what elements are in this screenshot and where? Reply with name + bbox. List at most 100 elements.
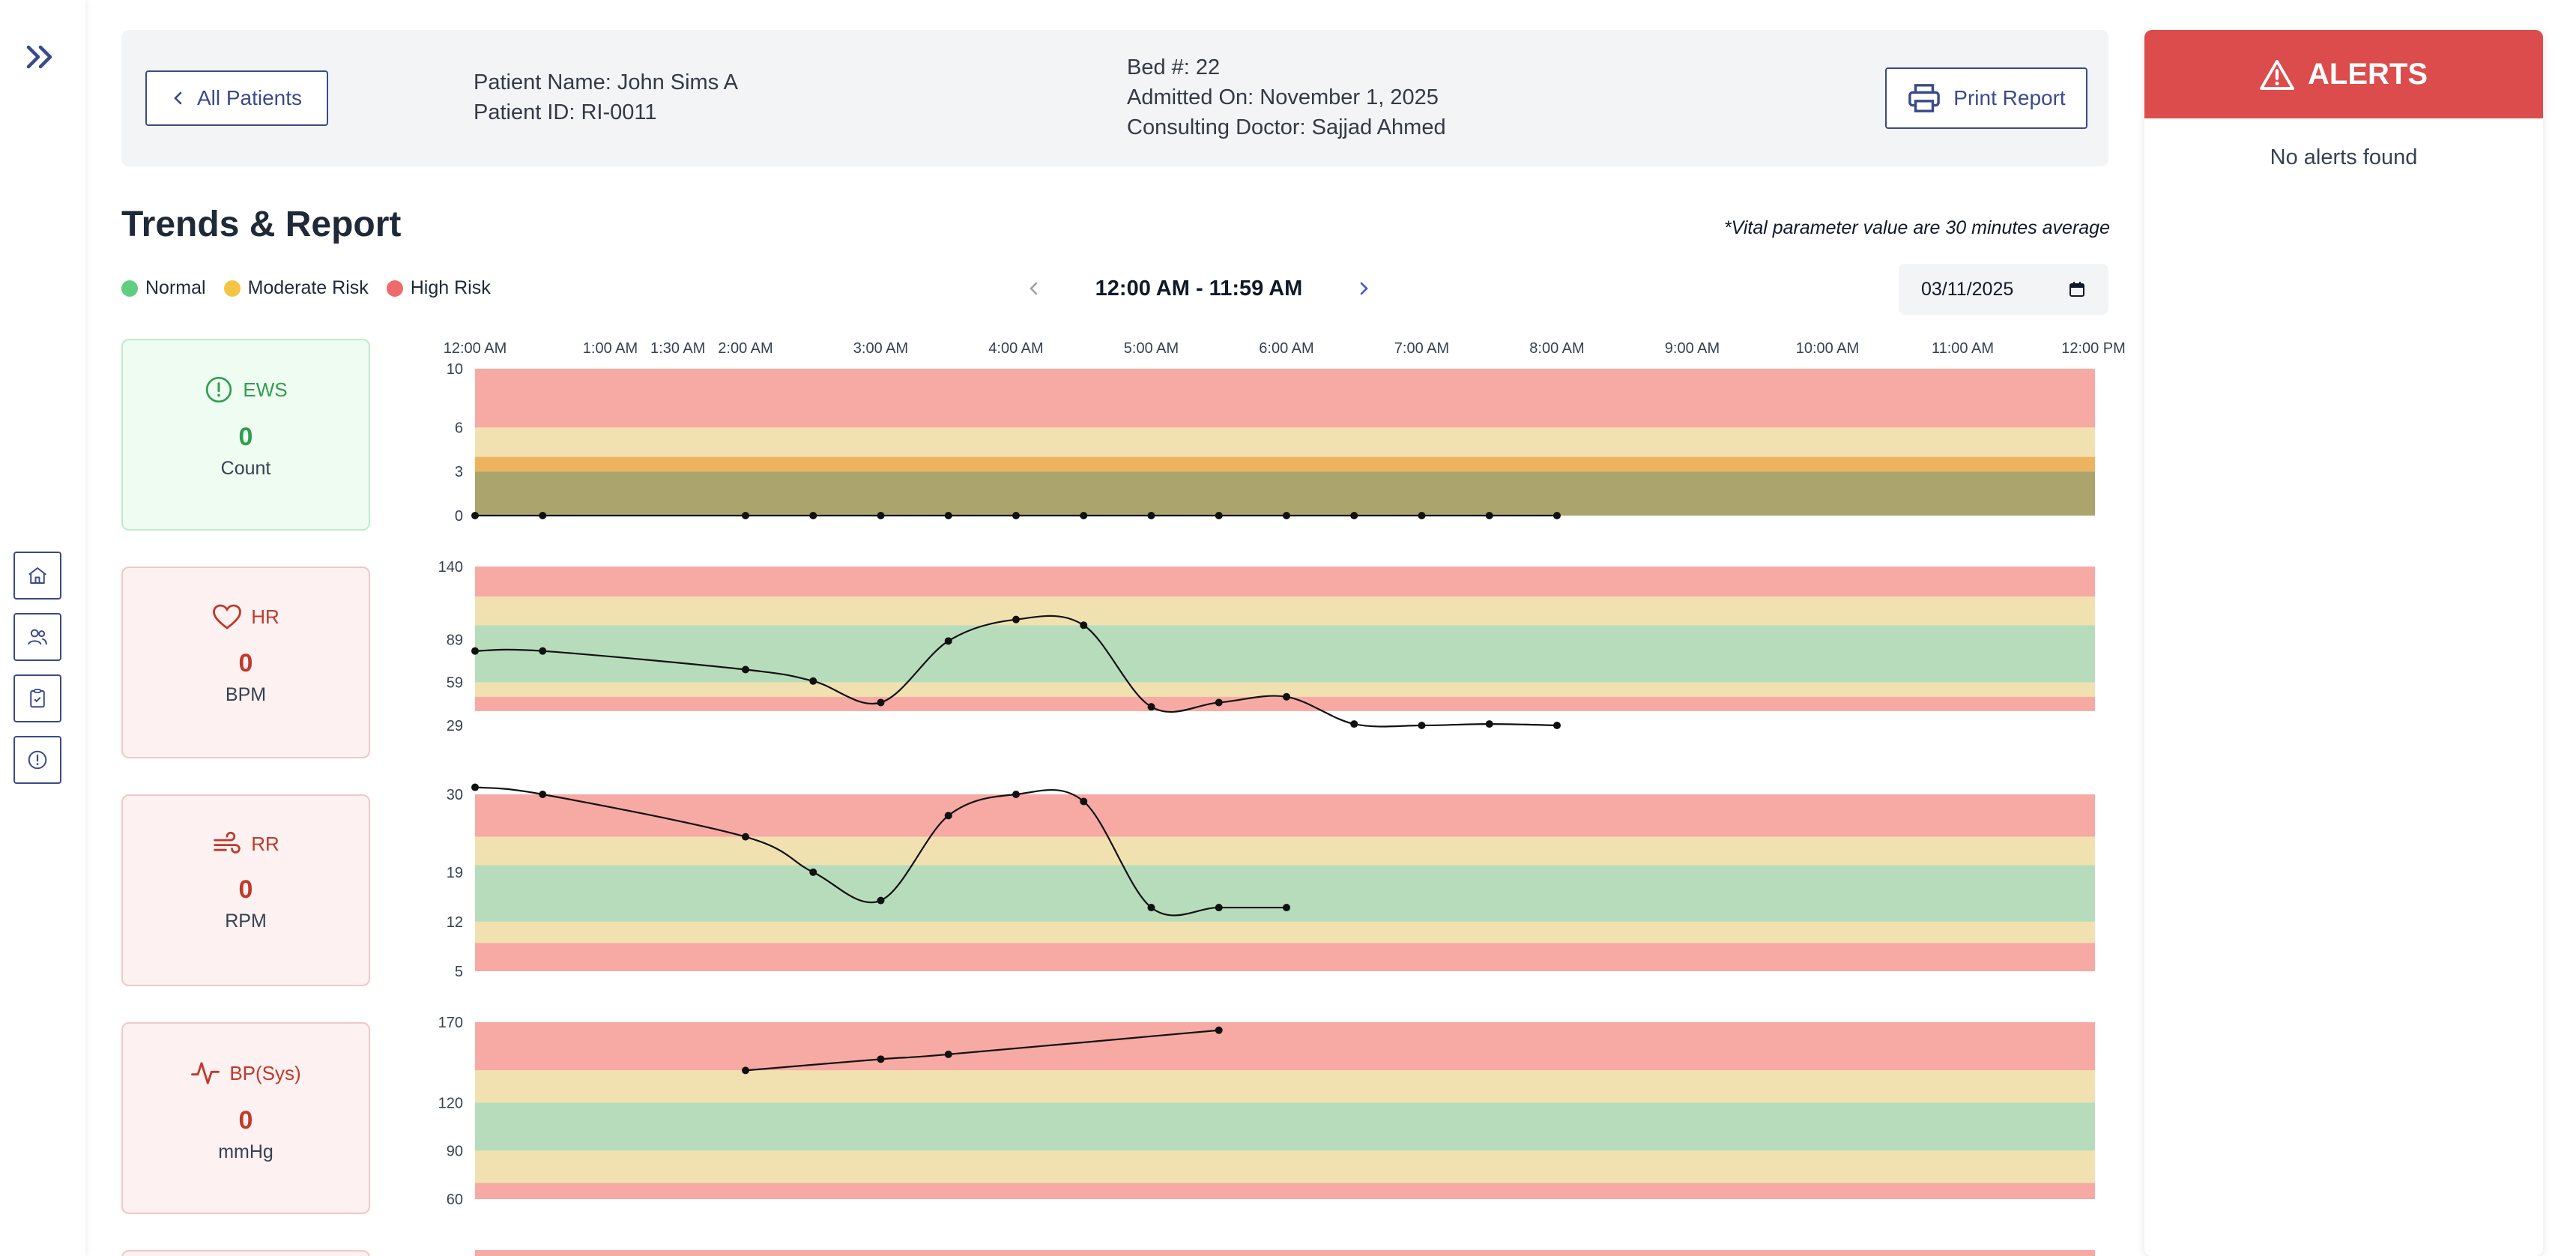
patients-nav-button[interactable]	[13, 613, 61, 661]
data-point	[944, 637, 952, 645]
home-nav-button[interactable]	[13, 552, 61, 600]
time-axis: 12:00 AM 1:00 AM 1:30 AM 2:00 AM 3:00 AM 4:00…	[0, 340, 2173, 363]
vital-card-head: BP(Sys)	[190, 1058, 301, 1088]
patient-info: Patient Name: John Sims A Patient ID: RI…	[474, 67, 738, 127]
data-point	[1147, 512, 1155, 519]
risk-band	[475, 682, 2095, 697]
risk-band	[475, 625, 2095, 683]
expand-sidebar-icon[interactable]	[22, 40, 58, 73]
print-report-label: Print Report	[1953, 86, 2066, 109]
data-point	[1215, 904, 1223, 912]
calendar-icon[interactable]	[2068, 280, 2086, 298]
y-tick-label: 3	[455, 464, 463, 480]
data-point	[1418, 512, 1426, 519]
risk-band	[475, 427, 2095, 457]
series-line	[474, 786, 1287, 917]
vital-average-note: *Vital parameter value are 30 minutes av…	[1723, 217, 2110, 238]
chevron-left-icon	[174, 91, 182, 105]
data-point	[1350, 512, 1358, 519]
users-icon	[28, 629, 47, 645]
time-tick-label: 2:00 AM	[718, 340, 773, 357]
data-point	[1485, 512, 1493, 519]
data-point	[1080, 797, 1088, 806]
page-title: Trends & Report	[121, 205, 402, 244]
normal-dot	[121, 280, 138, 297]
data-point	[1215, 698, 1223, 707]
reports-nav-button[interactable]	[13, 674, 61, 722]
vital-label: RR	[251, 832, 279, 855]
risk-band	[475, 597, 2095, 626]
time-tick-label: 1:00 AM	[582, 340, 638, 357]
risk-band	[475, 794, 2095, 837]
data-point	[539, 647, 547, 655]
y-tick-label: 10	[447, 361, 463, 378]
vital-value: 0	[238, 875, 253, 904]
print-report-button[interactable]: Print Report	[1885, 67, 2087, 129]
patient-header: All Patients Patient Name: John Sims A P…	[121, 30, 2108, 166]
data-point	[1147, 703, 1155, 711]
data-point	[877, 896, 885, 905]
y-tick-label: 140	[438, 559, 463, 576]
admitted-date: Admitted On: November 1, 2025	[1127, 85, 1439, 109]
time-tick-label: 1:30 AM	[650, 340, 706, 357]
risk-band	[475, 369, 2095, 428]
vital-value: 0	[238, 649, 253, 677]
data-point	[1350, 720, 1358, 728]
patient-name: Patient Name: John Sims A	[474, 70, 738, 94]
risk-band	[475, 471, 2095, 516]
risk-band	[475, 921, 2095, 943]
all-patients-button[interactable]: All Patients	[145, 70, 328, 126]
alerts-nav-button[interactable]	[13, 736, 61, 784]
vital-card-rr[interactable]: RR 0 RPM	[121, 794, 370, 986]
vital-card-head: EWS	[204, 375, 288, 405]
vital-card-ews[interactable]: EWS 0 Count	[121, 339, 370, 531]
vital-unit: RPM	[225, 911, 267, 932]
alerts-panel: ALERTS No alerts found	[2144, 30, 2543, 1256]
data-point	[471, 647, 479, 655]
vital-label: HR	[251, 605, 279, 628]
data-point	[539, 512, 547, 519]
legend-high: High Risk	[386, 277, 491, 299]
y-tick-label: 170	[438, 1015, 463, 1031]
high-dot	[386, 280, 403, 297]
activity-icon	[191, 1062, 220, 1084]
date-input[interactable]	[1921, 278, 2049, 301]
alert-circle-icon	[206, 376, 232, 403]
data-point	[1012, 615, 1020, 624]
data-point	[471, 512, 479, 519]
data-point	[944, 812, 952, 820]
y-tick-label: 89	[447, 632, 463, 648]
y-tick-label: 5	[455, 964, 463, 980]
next-range-button[interactable]	[1349, 274, 1379, 304]
series-line	[474, 615, 1558, 728]
previous-range-button[interactable]	[1019, 274, 1049, 304]
wind-icon	[214, 831, 241, 854]
alerts-title: ALERTS	[2308, 57, 2428, 91]
data-point	[1553, 722, 1561, 729]
all-patients-label: All Patients	[196, 86, 303, 109]
series-line	[745, 1029, 1219, 1072]
vital-unit: Count	[220, 458, 271, 479]
warning-triangle-icon	[2260, 59, 2294, 90]
time-tick-label: 7:00 AM	[1394, 340, 1450, 357]
data-point	[944, 1050, 952, 1058]
moderate-dot	[223, 280, 241, 297]
vital-card-hr[interactable]: HR 0 BPM	[121, 567, 370, 758]
date-picker[interactable]	[1899, 264, 2108, 315]
bed-number: Bed #: 22	[1127, 55, 1221, 79]
vital-unit: mmHg	[218, 1141, 273, 1162]
data-point	[877, 1055, 885, 1063]
alerts-header: ALERTS	[2144, 30, 2543, 118]
time-tick-label: 3:00 AM	[853, 340, 909, 357]
vital-card-bp[interactable]: BP(Sys) 0 mmHg	[121, 1022, 370, 1214]
printer-icon	[1908, 84, 1941, 112]
data-point	[1012, 512, 1020, 519]
heart-icon	[213, 604, 242, 629]
risk-band	[475, 1070, 2095, 1103]
vital-card-partial[interactable]	[121, 1250, 370, 1256]
y-tick-label: 12	[447, 914, 463, 931]
data-point	[742, 833, 749, 841]
y-tick-label: 90	[447, 1144, 463, 1160]
data-point	[1147, 904, 1155, 912]
y-tick-label: 30	[447, 787, 463, 803]
